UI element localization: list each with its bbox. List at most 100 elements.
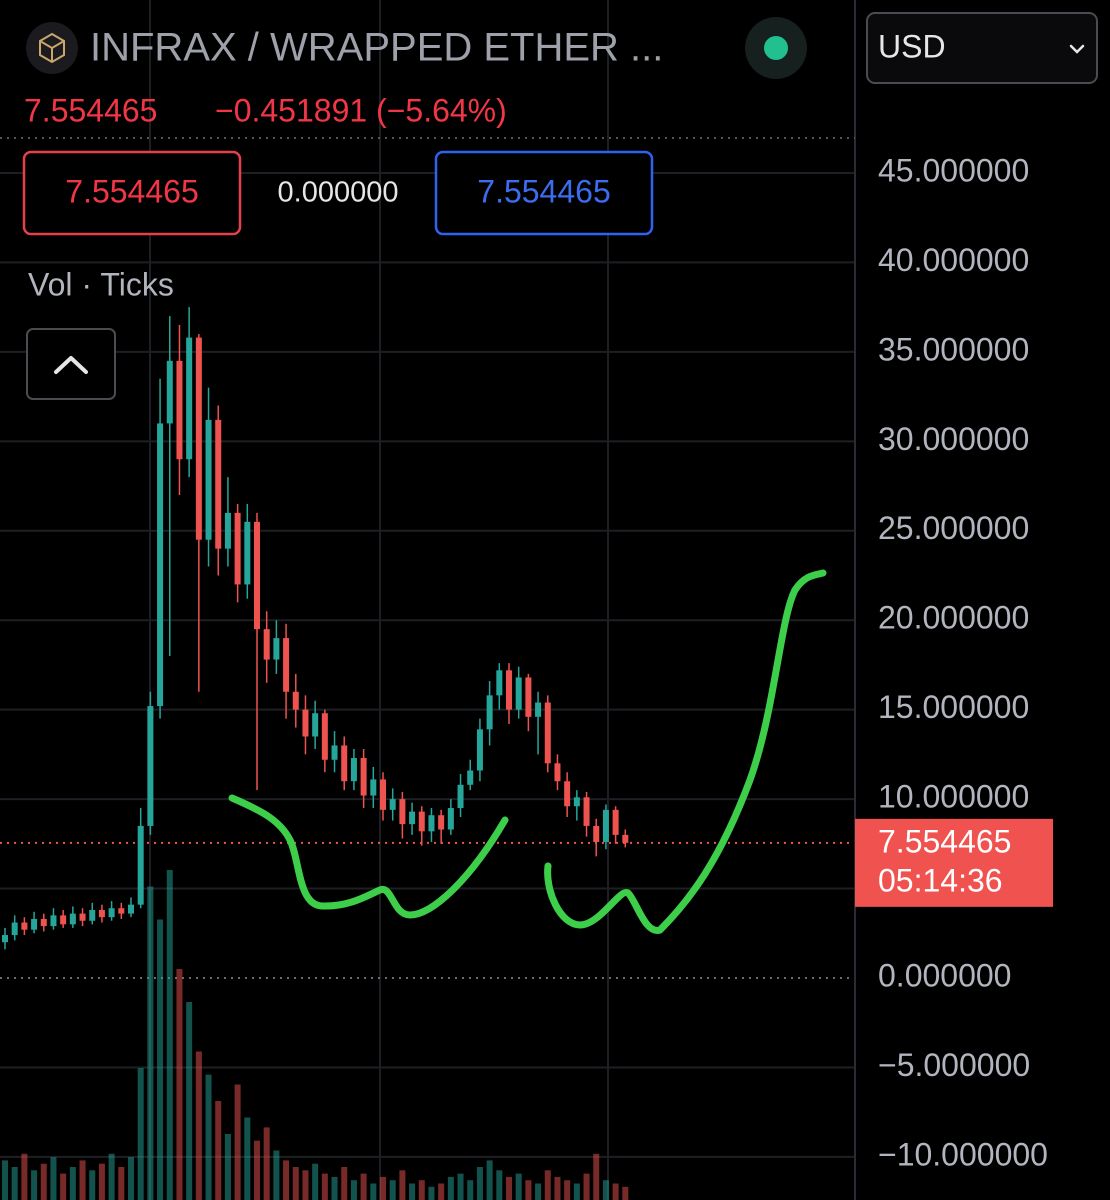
candle-body [234,512,241,585]
candle-body [447,808,454,830]
collapse-button[interactable] [26,328,116,400]
volume-bar [283,1160,290,1200]
volume-bar [2,1160,8,1200]
candle-body [438,815,445,830]
candle-body [544,702,551,764]
volume-bar [438,1183,445,1200]
candle-body [118,908,125,914]
candle-body [157,423,164,707]
last-price-tag [855,818,1053,907]
candle-body [399,799,406,825]
y-tick-label: 40.000000 [878,242,1029,278]
volume-bar [389,1180,396,1200]
volume-bar [11,1167,18,1200]
candle-body [476,729,483,771]
candle-layer [2,307,629,950]
volume-bar [564,1180,571,1200]
candle-body [467,770,474,785]
volume-bar [593,1153,600,1200]
currency-label[interactable]: USD [878,28,946,64]
volume-bar [224,1134,231,1200]
volume-bar [108,1153,115,1200]
symbol-title[interactable]: INFRAX / WRAPPED ETHER ... [90,26,663,70]
volume-bar [244,1117,251,1200]
volume-bar [302,1170,309,1200]
candle-body [554,763,561,782]
sell-price[interactable]: 7.554465 [65,173,198,209]
candle-body [244,521,251,585]
volume-bar [186,1002,193,1200]
candle-body [525,677,532,717]
candle-body [380,779,386,810]
indicator-label[interactable]: Vol · Ticks [28,266,174,302]
y-tick-label: 35.000000 [878,331,1029,367]
annotation-stroke [228,794,509,919]
candle-body [583,797,590,826]
y-tick-label: 0.000000 [878,957,1011,993]
sell-button[interactable] [22,150,242,236]
volume-bar [157,919,164,1200]
volume-bar [544,1170,551,1200]
volume-bar [622,1186,629,1200]
volume-bar [31,1170,38,1200]
candle-body [254,521,260,630]
y-tick-label: 15.000000 [878,689,1029,725]
candle-body [195,337,202,540]
volume-bar [21,1153,28,1200]
currency-select[interactable] [866,12,1098,84]
volume-bar [263,1127,270,1200]
spread: 0.000000 [278,177,399,209]
volume-bar [573,1183,580,1200]
buy-button[interactable] [434,150,654,236]
candle-body [292,691,299,710]
currency-caret [1069,44,1085,54]
volume-bar [128,1157,134,1200]
buy-price[interactable]: 7.554465 [477,173,610,209]
volume-bar [399,1170,406,1200]
volume-bar [292,1167,299,1200]
y-tick-label: 45.000000 [878,152,1029,188]
volume-bar [418,1180,425,1200]
header-price: 7.554465 [24,92,157,128]
volume-bar [496,1170,503,1200]
volume-bar [612,1183,619,1200]
candle-body [11,922,18,936]
candle-body [622,834,629,843]
status-dot [764,36,788,60]
candle-body [128,904,134,914]
candle-body [535,702,542,717]
candle-body [283,638,290,692]
candle-body [108,908,115,918]
candle-body [2,935,8,943]
volume-bar [321,1173,328,1200]
candle-body [428,815,435,832]
volume-bar [360,1173,367,1200]
volume-bar [273,1150,280,1200]
candle-body [486,695,493,730]
volume-bar [583,1173,590,1200]
candle-body [515,677,522,710]
header-change: −0.451891 (−5.64%) [215,92,507,128]
candle-body [418,811,425,832]
volume-bar [89,1170,96,1200]
countdown-label: 05:14:36 [878,862,1003,898]
candle-body [302,709,309,737]
collapse-icon [54,356,88,374]
candle-body [89,910,96,921]
volume-bar [234,1084,241,1200]
volume-bar [428,1186,435,1200]
volume-bar [166,870,173,1200]
candle-body [321,713,328,760]
candle-body [50,915,57,927]
candle-body [137,825,144,905]
y-tick-label: 20.000000 [878,600,1029,636]
volume-bar [467,1180,474,1200]
candle-body [79,913,86,921]
y-tick-label: 30.000000 [878,421,1029,457]
candle-body [69,913,76,925]
volume-bar [476,1167,483,1200]
volume-bar [341,1167,348,1200]
volume-bar [205,1074,212,1200]
